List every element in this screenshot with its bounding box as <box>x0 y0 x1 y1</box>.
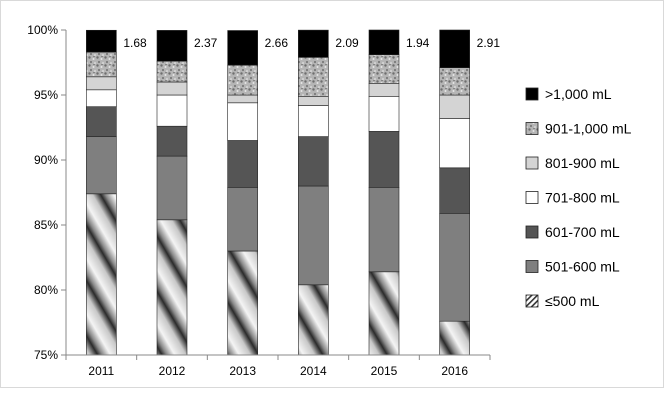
legend-swatch-s1000 <box>525 122 539 135</box>
data-label-2012: 2.37 <box>194 36 218 50</box>
data-label-2014: 2.09 <box>335 36 359 50</box>
bar-segment-s800-2011 <box>86 89 117 108</box>
bar-segment-s700-2014 <box>298 136 329 187</box>
bar-segment-s900-2011 <box>86 76 117 91</box>
bar-segment-s1000-2011 <box>86 51 117 78</box>
bar-segment-s600-2016 <box>439 213 470 322</box>
x-tick-label-2013: 2013 <box>229 364 256 378</box>
bar-segment-s1000-2015 <box>368 54 400 84</box>
x-tick-label-2014: 2014 <box>300 364 327 378</box>
bar-segment-s500-2013 <box>227 250 258 356</box>
bar-segment-s600-2015 <box>368 187 400 273</box>
bar-segment-s1000-2013 <box>227 64 258 96</box>
legend-swatch-s600 <box>525 260 539 273</box>
bar-segment-s900-2014 <box>298 96 329 106</box>
bar-segment-sover-2011 <box>86 29 117 53</box>
bar-segment-sover-2016 <box>439 29 470 69</box>
y-tick-label-95: 95% <box>34 88 58 102</box>
legend-label-s900: 801-900 mL <box>545 155 620 171</box>
x-tick-label-2016: 2016 <box>441 364 468 378</box>
y-tick-label-80: 80% <box>34 283 58 297</box>
legend-label-s800: 701-800 mL <box>545 190 620 206</box>
legend-label-s700: 601-700 mL <box>545 224 620 240</box>
bar-segment-sover-2013 <box>227 30 258 66</box>
bar-segment-s700-2015 <box>368 131 400 188</box>
bar-segment-s500-2016 <box>439 320 470 356</box>
bar-segment-s800-2016 <box>439 118 470 169</box>
bar-segment-s600-2011 <box>86 136 117 195</box>
legend-swatch-s500 <box>525 294 539 308</box>
data-label-2013: 2.66 <box>265 36 289 50</box>
bar-segment-s800-2012 <box>156 94 188 127</box>
data-labels-group: 1.68 2.37 2.66 2.09 1.94 2.91 <box>123 36 500 50</box>
bar-segment-s500-2012 <box>156 219 188 356</box>
bar-segment-s1000-2012 <box>156 60 188 83</box>
bar-segment-s600-2013 <box>227 187 258 252</box>
bar-segment-s800-2015 <box>368 96 400 132</box>
x-tick-label-2012: 2012 <box>159 364 186 378</box>
bar-segment-s700-2012 <box>156 125 188 157</box>
bars-group <box>86 29 470 356</box>
bar-segment-s500-2014 <box>298 284 329 356</box>
bar-segment-s1000-2016 <box>439 67 470 96</box>
legend-label-sover: >1,000 mL <box>545 86 612 102</box>
data-label-2011: 1.68 <box>123 36 147 50</box>
bar-segment-s700-2013 <box>227 140 258 188</box>
x-tick-label-2011: 2011 <box>88 364 114 378</box>
legend-swatch-s900 <box>525 156 539 170</box>
y-tick-label-100: 100% <box>27 23 58 37</box>
legend: >1,000 mL 901-1,000 mL 801-900 mL 701-800 m… <box>525 86 632 309</box>
y-tick-label-85: 85% <box>34 218 58 232</box>
bar-segment-s900-2012 <box>156 81 188 96</box>
legend-swatch-s800 <box>525 191 539 204</box>
bar-segment-sover-2012 <box>156 30 188 62</box>
bar-segment-sover-2015 <box>368 29 400 56</box>
data-label-2015: 1.94 <box>406 36 430 50</box>
bar-segment-s800-2013 <box>227 102 258 141</box>
legend-swatch-sover <box>525 87 539 101</box>
data-label-2016: 2.91 <box>477 36 501 50</box>
x-tick-label-2015: 2015 <box>371 364 398 378</box>
bar-segment-s700-2016 <box>439 167 470 214</box>
bar-segment-s900-2016 <box>439 94 470 119</box>
legend-label-s1000: 901-1,000 mL <box>545 121 632 137</box>
bar-segment-sover-2014 <box>298 29 329 58</box>
bar-segment-s900-2013 <box>227 94 258 104</box>
bar-segment-s700-2011 <box>86 106 117 137</box>
y-tick-label-75: 75% <box>34 348 58 362</box>
y-tick-label-90: 90% <box>34 153 58 167</box>
bar-segment-s800-2014 <box>298 105 329 137</box>
axes-group: 2011 2012 2013 2014 2015 2016 75% 80% 85% 90% 95% 1… <box>27 23 491 378</box>
bar-segment-s600-2014 <box>298 185 329 286</box>
bar-segment-s1000-2014 <box>298 56 329 97</box>
bar-segment-s600-2012 <box>156 155 188 221</box>
bar-segment-s900-2015 <box>368 83 400 97</box>
legend-label-s500: ≤500 mL <box>545 293 600 309</box>
bar-segment-s500-2011 <box>86 193 117 356</box>
bar-segment-s500-2015 <box>368 271 400 356</box>
legend-label-s600: 501-600 mL <box>545 259 620 275</box>
legend-swatch-s700 <box>525 225 539 239</box>
